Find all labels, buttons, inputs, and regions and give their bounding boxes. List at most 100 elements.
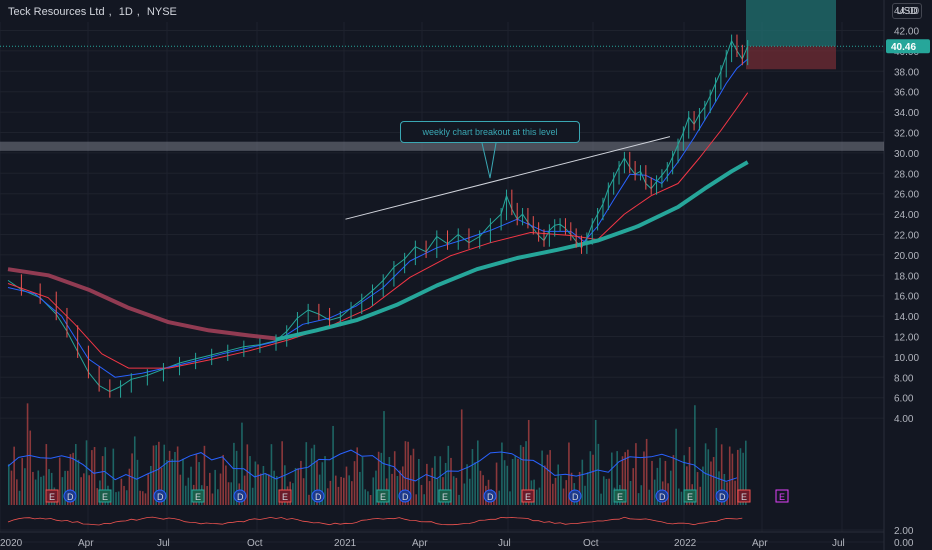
- volume-bar: [436, 478, 439, 505]
- volume-bar: [254, 461, 257, 505]
- volume-bar: [29, 430, 32, 505]
- x-tick-label: 2020: [0, 538, 23, 549]
- volume-bar: [393, 451, 396, 505]
- volume-bar: [21, 458, 23, 505]
- volume-bar: [343, 477, 345, 505]
- volume-bar: [91, 450, 93, 505]
- y-tick-label: 4.00: [894, 414, 914, 425]
- earnings-marker: [191, 489, 205, 503]
- volume-bar: [75, 444, 77, 505]
- volume-bar: [131, 453, 133, 505]
- volume-bar: [474, 462, 476, 505]
- volume-bar: [734, 480, 736, 505]
- volume-bar: [310, 448, 313, 505]
- volume-bar: [243, 475, 246, 505]
- volume-bar: [367, 491, 369, 505]
- event-label: E: [282, 492, 288, 502]
- volume-ma-line: [7, 449, 738, 482]
- annotation-callout[interactable]: weekly chart breakout at this level: [400, 121, 580, 143]
- volume-bar: [222, 454, 224, 505]
- volume-bar: [380, 452, 383, 505]
- volume-bar: [683, 455, 685, 505]
- volume-bar: [401, 466, 404, 505]
- volume-bar: [259, 473, 262, 505]
- x-tick-label: Apr: [412, 538, 428, 549]
- volume-bar: [101, 456, 104, 505]
- volume-bar: [525, 441, 527, 505]
- volume-bar: [241, 422, 243, 505]
- volume-bar: [198, 462, 200, 505]
- event-label: D: [402, 492, 409, 502]
- volume-bar: [736, 449, 739, 505]
- dividend-marker: [153, 489, 167, 503]
- volume-bar: [69, 454, 72, 505]
- volume-bar: [637, 493, 640, 505]
- volume-bar: [171, 459, 174, 505]
- volume-bar: [18, 490, 21, 505]
- volume-bar: [404, 441, 407, 505]
- volume-bar: [64, 470, 66, 505]
- volume-bar: [426, 463, 428, 505]
- volume-bar: [594, 419, 597, 505]
- volume-bar: [653, 479, 656, 505]
- volume-bar: [345, 466, 348, 505]
- volume-bar: [182, 458, 184, 505]
- volume-bar: [40, 476, 42, 505]
- volume-bar: [632, 468, 635, 505]
- volume-bar: [32, 471, 34, 505]
- volume-bar: [176, 446, 179, 505]
- earnings-marker: [278, 489, 292, 503]
- volume-bar: [586, 472, 589, 505]
- volume-bar: [554, 477, 557, 505]
- earnings-marker: [45, 489, 59, 503]
- dividend-marker: [715, 489, 729, 503]
- volume-bar: [225, 465, 227, 505]
- volume-bar: [669, 470, 672, 505]
- x-tick-label: Jul: [832, 538, 845, 549]
- y-tick-label: 44.00: [894, 6, 919, 17]
- target-zone: [746, 0, 836, 47]
- x-tick-label: Jul: [157, 538, 170, 549]
- y-tick-label: 24.00: [894, 210, 919, 221]
- volume-bar: [672, 455, 675, 505]
- volume-bar: [190, 466, 192, 505]
- volume-bar: [209, 472, 211, 505]
- volume-bar: [300, 460, 302, 505]
- volume-bar: [399, 470, 401, 505]
- volume-bar: [324, 456, 326, 505]
- volume-bar: [214, 469, 216, 505]
- currency-button[interactable]: USD: [892, 3, 922, 19]
- volume-bar: [42, 475, 45, 505]
- volume-bar: [359, 471, 361, 505]
- volume-bar: [230, 482, 233, 505]
- volume-bar: [308, 494, 310, 505]
- earnings-marker: [737, 489, 751, 503]
- volume-bar: [568, 442, 570, 505]
- series-ema_fast: [7, 58, 749, 378]
- volume-bar: [718, 471, 720, 505]
- dividend-marker: [311, 489, 325, 503]
- volume-bar: [316, 461, 318, 505]
- volume-bar: [541, 450, 543, 505]
- volume-bar: [332, 425, 334, 505]
- volume-bar: [249, 456, 251, 505]
- volume-bar: [16, 479, 18, 505]
- volume-bar: [608, 478, 610, 505]
- volume-bar: [444, 462, 447, 505]
- volume-bar: [123, 485, 125, 505]
- event-label: E: [741, 492, 747, 502]
- stop-zone: [746, 46, 836, 70]
- volume-bar: [645, 438, 648, 505]
- dividend-marker: [655, 489, 669, 503]
- volume-bar: [361, 456, 364, 505]
- earnings-marker: [521, 489, 535, 503]
- volume-bar: [144, 493, 147, 505]
- volume-bar: [495, 462, 498, 505]
- event-label: D: [315, 492, 322, 502]
- volume-bar: [460, 409, 463, 505]
- volume-bar: [720, 444, 723, 505]
- volume-bar: [562, 488, 565, 505]
- volume-bar: [77, 459, 80, 505]
- volume-bar: [439, 456, 442, 505]
